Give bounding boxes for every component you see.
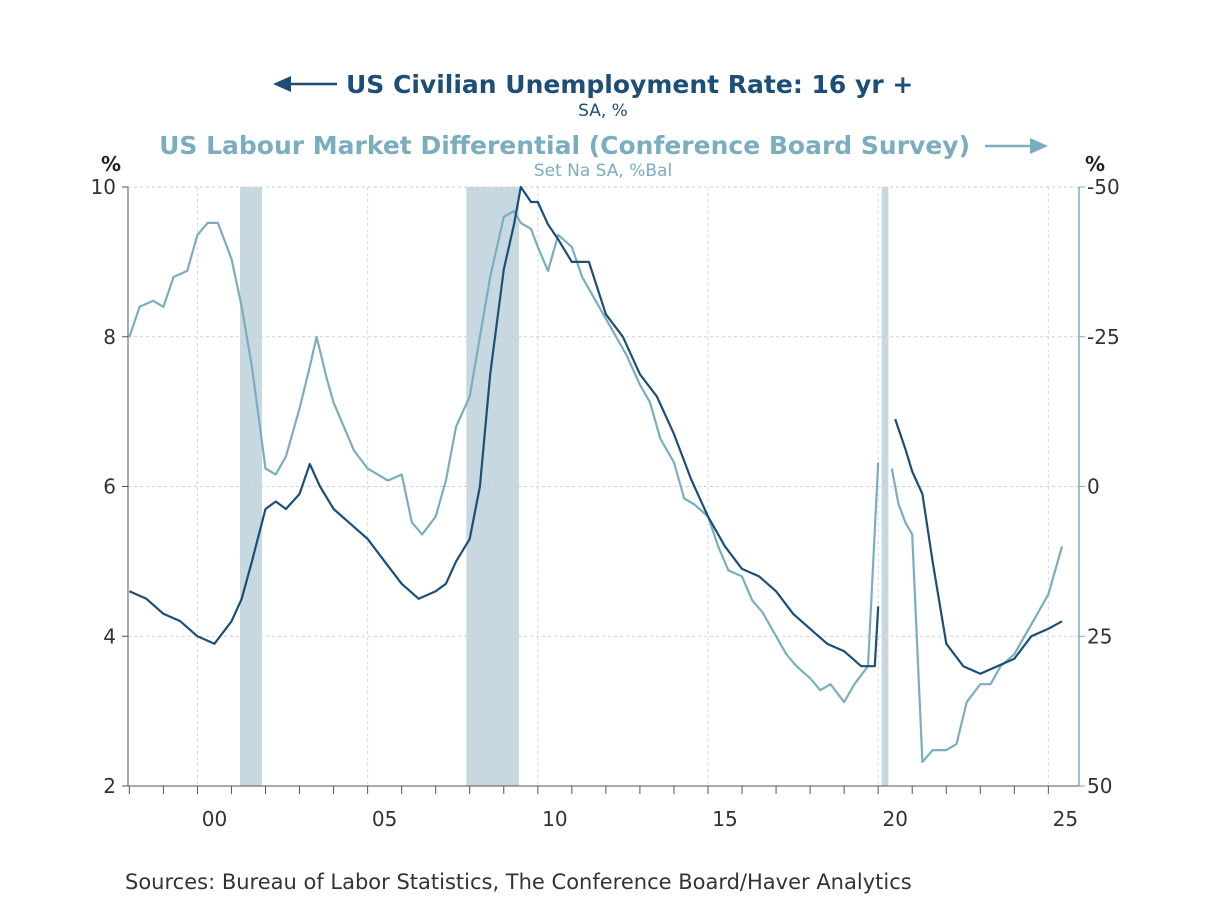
series-0-line-segment-0 [128,185,880,668]
right-axis-unit: % [1085,152,1105,176]
left-series-subtitle: SA, % [578,101,628,121]
right-series-subtitle: Set Na SA, %Bal [534,161,672,181]
x-tick-label-2: 10 [542,807,567,831]
series-1-line-segment-0 [128,209,880,704]
tick-labels: 10 8 6 4 2 -50 -25 0 25 50 00 05 10 15 20 25 [91,175,1120,831]
source-note: Sources: Bureau of Labor Statistics, The… [125,870,912,894]
x-tick-label-0: 00 [202,807,227,831]
right-tick-label-2: 0 [1087,475,1100,499]
left-tick-label-1: 8 [103,325,116,349]
left-tick-label-3: 4 [103,624,116,648]
x-tick-label-4: 20 [882,807,907,831]
left-tick-label-0: 10 [91,175,116,199]
right-series-title-block: US Labour Market Differential (Conferenc… [159,131,1048,181]
left-axis-unit: % [101,152,121,176]
left-tick-label-4: 2 [103,774,116,798]
gridlines [128,186,1079,786]
left-tick-label-2: 6 [103,475,116,499]
right-tick-label-1: -25 [1087,325,1120,349]
left-series-title-block: US Civilian Unemployment Rate: 16 yr + S… [273,70,913,121]
series-0-line-segment-1 [894,418,1063,675]
right-tick-label-4: 50 [1087,774,1112,798]
recession-shading [239,187,889,786]
x-tick-label-5: 25 [1053,807,1078,831]
right-tick-label-3: 25 [1087,624,1112,648]
left-arrow-head [273,76,291,92]
right-arrow-head [1030,138,1048,154]
right-series-title: US Labour Market Differential (Conferenc… [159,131,970,160]
x-tick-label-3: 15 [712,807,737,831]
left-series-title: US Civilian Unemployment Rate: 16 yr + [346,70,913,99]
series-lines [128,185,1064,764]
x-tick-label-1: 05 [372,807,397,831]
recession-band-1 [466,187,520,786]
right-tick-label-0: -50 [1087,175,1120,199]
series-1-line-segment-1 [890,468,1064,764]
